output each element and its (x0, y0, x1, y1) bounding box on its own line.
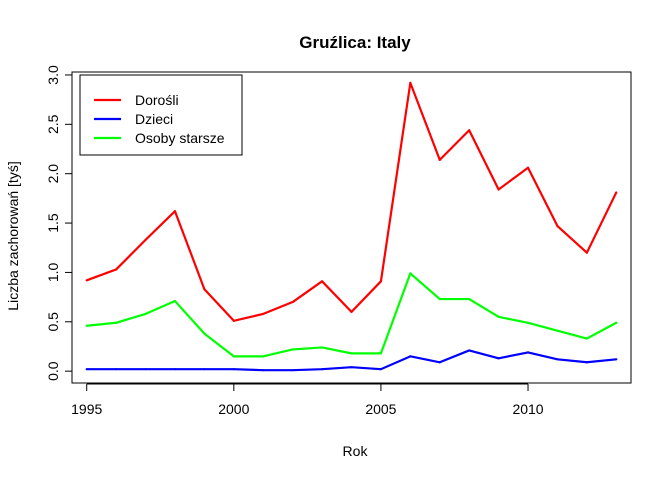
x-tick-label: 2005 (365, 401, 396, 417)
data-point (615, 191, 618, 194)
x-tick-label: 1995 (71, 401, 102, 417)
data-point (262, 312, 265, 315)
data-point (115, 321, 118, 324)
data-point (232, 355, 235, 358)
data-point (291, 300, 294, 304)
data-point (262, 369, 265, 372)
legend-box (79, 74, 243, 156)
data-point (556, 329, 559, 332)
series-line-2 (86, 272, 617, 358)
data-point (468, 129, 471, 132)
data-point (173, 210, 177, 213)
data-point (291, 369, 294, 372)
data-point (438, 297, 441, 301)
data-point (350, 310, 353, 314)
data-point (526, 166, 530, 169)
data-point (350, 366, 353, 369)
data-point (409, 81, 412, 84)
y-tick-label: 2.5 (45, 114, 61, 134)
data-point (615, 321, 618, 324)
data-point (144, 312, 147, 315)
x-axis-label: Rok (343, 443, 369, 459)
y-tick-label: 0.5 (45, 312, 61, 332)
data-point (320, 280, 324, 283)
data-point (144, 238, 147, 241)
data-point (556, 224, 559, 228)
data-point (526, 351, 530, 354)
y-tick-label: 1.0 (45, 262, 61, 282)
data-point (320, 368, 324, 371)
data-point (379, 352, 383, 355)
data-point (468, 349, 471, 352)
data-point (203, 368, 206, 371)
data-point (585, 337, 588, 340)
data-point (379, 280, 383, 283)
data-point (232, 368, 235, 371)
y-tick-label: 0.0 (45, 361, 61, 381)
x-tick-label: 2010 (512, 401, 543, 417)
data-point (320, 346, 324, 349)
data-point (262, 355, 265, 358)
data-point (85, 368, 88, 371)
data-point (468, 297, 471, 301)
data-point (497, 188, 500, 191)
data-point (203, 332, 206, 335)
data-point (438, 361, 441, 364)
legend: Dorośli Dzieci Osoby starsze (79, 74, 243, 156)
data-point (497, 357, 500, 360)
data-point (585, 361, 588, 364)
data-point (115, 368, 118, 371)
data-point (85, 279, 88, 282)
data-point (85, 324, 88, 327)
data-point (409, 355, 412, 358)
data-point (144, 368, 147, 371)
x-axis: 1995 2000 2005 2010 (71, 383, 544, 417)
data-point (203, 288, 206, 291)
data-point (585, 251, 588, 254)
y-tick-label: 3.0 (45, 65, 61, 85)
series-layer (85, 81, 618, 372)
data-point (615, 358, 618, 361)
y-tick-label: 1.5 (45, 213, 61, 233)
data-point (115, 268, 118, 271)
data-point (232, 319, 235, 322)
chart-title: Gruźlica: Italy (299, 33, 411, 52)
data-point (350, 352, 353, 355)
data-point (379, 368, 383, 371)
y-axis-label: Liczba zachorowań [tyś] (5, 161, 21, 310)
y-axis: 0.0 0.5 1.0 1.5 2.0 2.5 3.0 (45, 65, 73, 381)
data-point (438, 158, 441, 161)
y-tick-label: 2.0 (45, 164, 61, 184)
data-point (556, 358, 559, 361)
data-point (409, 272, 412, 275)
legend-label: Dorośli (135, 92, 179, 108)
data-point (291, 348, 294, 351)
data-point (526, 321, 530, 324)
legend-label: Dzieci (135, 111, 173, 127)
data-point (173, 299, 177, 303)
data-point (497, 315, 500, 318)
legend-label: Osoby starsze (135, 130, 225, 146)
x-tick-label: 2000 (218, 401, 249, 417)
data-point (173, 368, 177, 371)
